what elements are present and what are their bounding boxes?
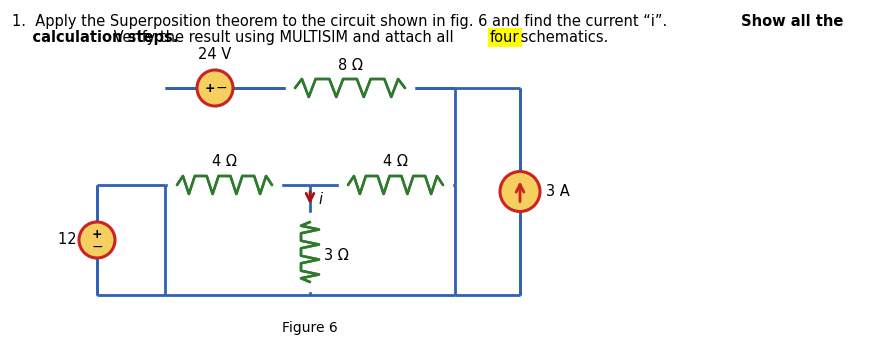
Text: 4 Ω: 4 Ω bbox=[383, 154, 408, 169]
Text: 3 Ω: 3 Ω bbox=[324, 248, 349, 264]
Circle shape bbox=[79, 222, 115, 258]
Text: 3 A: 3 A bbox=[546, 184, 570, 199]
Text: −: − bbox=[91, 240, 103, 254]
Text: calculation steps.: calculation steps. bbox=[12, 30, 178, 45]
Text: Verify the result using MULTISIM and attach all: Verify the result using MULTISIM and att… bbox=[109, 30, 458, 45]
Text: four: four bbox=[490, 30, 519, 45]
Circle shape bbox=[500, 172, 540, 211]
Text: +: + bbox=[91, 227, 102, 240]
Text: Figure 6: Figure 6 bbox=[282, 321, 337, 335]
Text: 24 V: 24 V bbox=[198, 47, 232, 62]
Text: 12 V: 12 V bbox=[58, 232, 91, 248]
Text: 8 Ω: 8 Ω bbox=[337, 58, 362, 73]
Text: +: + bbox=[205, 81, 215, 94]
Text: i: i bbox=[318, 193, 322, 207]
Circle shape bbox=[197, 70, 233, 106]
Text: 4 Ω: 4 Ω bbox=[212, 154, 237, 169]
Text: −: − bbox=[215, 81, 226, 95]
Text: Show all the: Show all the bbox=[736, 14, 844, 29]
Text: 1.  Apply the Superposition theorem to the circuit shown in fig. 6 and find the : 1. Apply the Superposition theorem to th… bbox=[12, 14, 667, 29]
Text: schematics.: schematics. bbox=[516, 30, 608, 45]
